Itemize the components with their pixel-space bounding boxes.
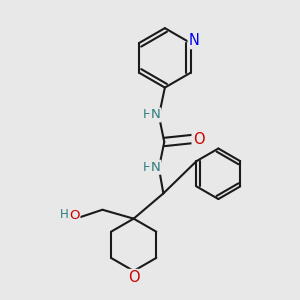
Text: O: O — [193, 131, 204, 146]
Text: H: H — [143, 108, 152, 122]
Text: H: H — [59, 208, 68, 221]
Text: O: O — [69, 209, 80, 222]
Text: N: N — [151, 161, 160, 174]
Text: N: N — [189, 33, 200, 48]
Text: H: H — [143, 161, 152, 174]
Text: N: N — [151, 108, 160, 122]
Text: O: O — [128, 270, 140, 285]
